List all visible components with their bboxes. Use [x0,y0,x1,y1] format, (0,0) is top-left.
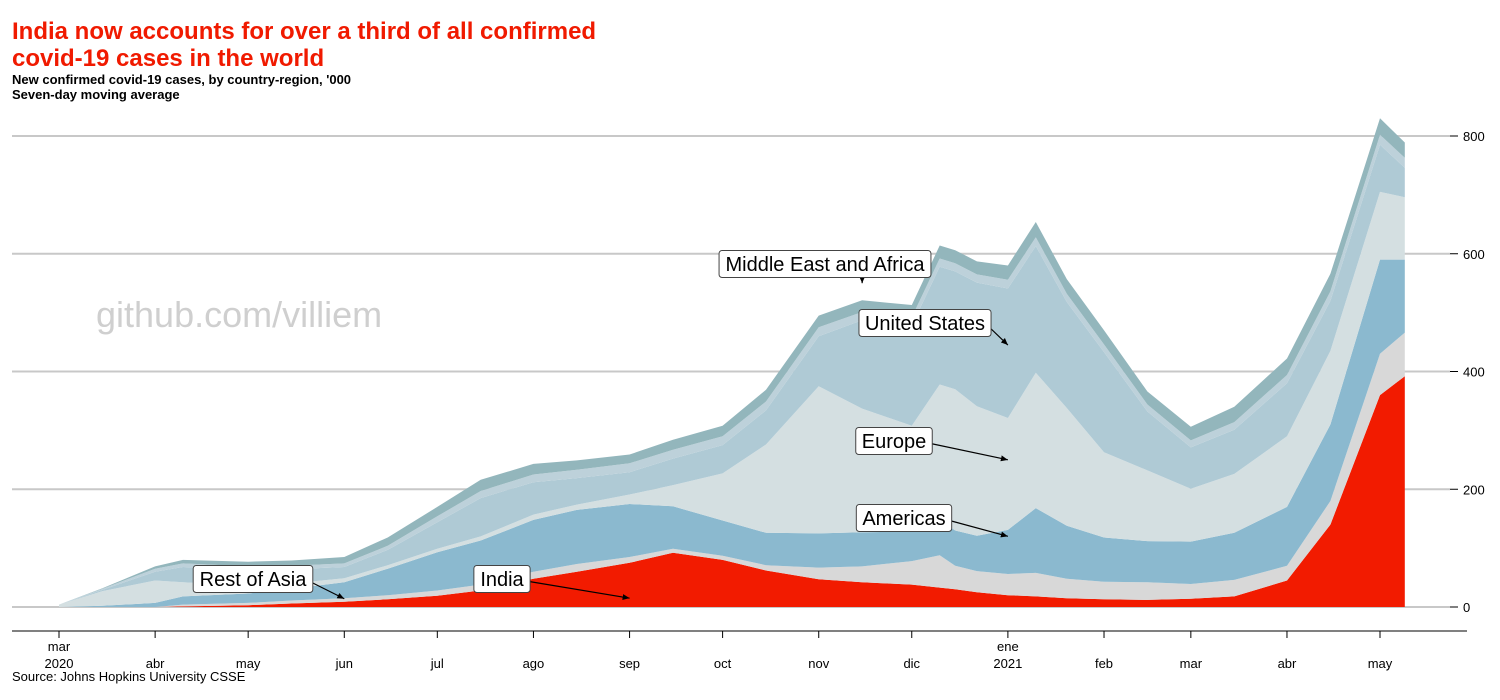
watermark: github.com/villiem [96,294,382,335]
y-tick-label-400: 400 [1463,365,1485,380]
x-tick-label: jul [430,656,444,671]
area-europe [59,191,1405,607]
annotation-united-states: United States [858,309,1009,346]
x-tick-label: sep [619,656,640,671]
chart-subtitle: New confirmed covid-19 cases, by country… [12,72,351,102]
x-tick-label: may [236,656,261,671]
x-tick-label: abr [1278,656,1297,671]
area-americas [59,259,1405,607]
annotation-box [858,309,992,337]
subtitle-line-2: Seven-day moving average [12,87,180,102]
annotation-label: Americas [862,508,945,530]
annotation-box [855,427,933,455]
chart-title: India now accounts for over a third of a… [12,18,597,72]
area-other-series-1 [59,332,1405,607]
x-tick-label: ene [997,639,1019,654]
y-tick-label-0: 0 [1463,600,1470,615]
x-tick-label: feb [1095,656,1113,671]
x-tick-label: jun [335,656,353,671]
annotation-rest-of-asia: Rest of Asia [192,565,345,600]
series-areas [59,118,1405,607]
annotation-box [192,565,314,593]
annotation-box [718,250,932,278]
y-tick-label-600: 600 [1463,247,1485,262]
annotation-label: Rest of Asia [200,569,308,591]
x-tick-label: oct [714,656,732,671]
annotation-arrow [308,580,345,600]
annotations: Middle East and Africa United States Europ… [192,250,1009,600]
annotation-label: Middle East and Africa [726,254,926,276]
source-note: Source: Johns Hopkins University CSSE [12,669,246,684]
x-tick-label: dic [903,656,920,671]
x-tick-label: mar [48,639,71,654]
subtitle-line-1: New confirmed covid-19 cases, by country… [12,72,352,87]
y-tick-label-800: 800 [1463,129,1485,144]
x-tick-label: ago [523,656,545,671]
y-tick-label-200: 200 [1463,482,1485,497]
annotation-middle-east-and-africa: Middle East and Africa [718,250,932,284]
annotation-arrow [928,442,1009,462]
annotation-box [473,565,531,593]
annotation-label: India [480,569,524,591]
annotation-arrow [526,580,630,600]
annotation-label: United States [865,313,985,335]
annotation-box [855,504,953,532]
x-tick-label: abr [146,656,165,671]
x-tick-label: may [1368,656,1393,671]
annotation-india: India [473,565,630,600]
annotation-europe: Europe [855,427,1009,462]
annotation-label: Europe [862,431,927,453]
annotation-americas: Americas [855,504,1009,538]
x-tick-label: mar [1180,656,1203,671]
x-tick-year-label: 2020 [45,656,74,671]
annotation-arrow [947,519,1009,538]
x-tick-label: nov [808,656,829,671]
axes: 0 200 400 600 800 mar 2020 abr may jun jul ago sep oc… [12,129,1485,671]
x-tick-year-label: 2021 [993,656,1022,671]
